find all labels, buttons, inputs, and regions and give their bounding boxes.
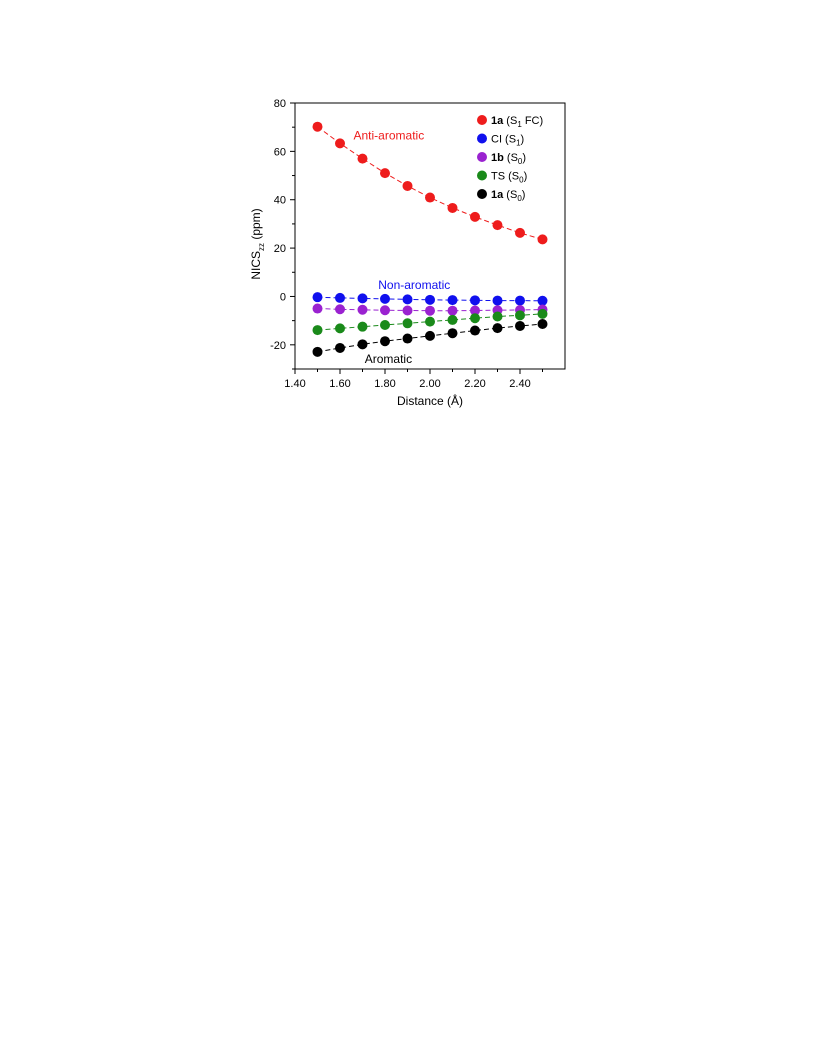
series-4 (312, 319, 548, 357)
data-point (537, 234, 548, 245)
data-point (515, 227, 525, 238)
data-point (312, 292, 323, 303)
legend-label: 1b (S0) (491, 152, 526, 166)
x-axis-label: Distance (Å) (397, 393, 463, 408)
annotation-label: Anti-aromatic (354, 128, 425, 142)
y-tick-label: 80 (274, 98, 286, 110)
data-point (447, 328, 458, 339)
data-point (380, 293, 390, 304)
x-tick-label: 2.40 (509, 378, 530, 390)
series-1 (312, 292, 548, 306)
y-tick-label: -20 (270, 340, 286, 352)
data-point (425, 294, 435, 305)
data-point (470, 295, 480, 306)
y-tick-label: 20 (274, 243, 286, 255)
data-point (470, 305, 480, 316)
data-point (537, 308, 548, 319)
axes: 1.40 1.60 1.80 2.00 2.20 2.40 -20 0 20 40 60 80 Dist… (249, 98, 566, 408)
data-point (312, 121, 323, 132)
data-point (335, 304, 345, 315)
data-point (357, 293, 368, 304)
data-point (425, 316, 435, 327)
data-point (335, 323, 345, 334)
legend-marker (477, 133, 487, 144)
data-point (380, 319, 390, 330)
data-point (357, 304, 368, 315)
data-point (492, 295, 503, 306)
legend-label: CI (S1) (491, 134, 524, 148)
data-point (515, 310, 525, 321)
data-point (425, 330, 435, 341)
annotation-label: Aromatic (365, 352, 412, 366)
data-point (402, 180, 413, 191)
data-point (425, 192, 435, 203)
x-tick-label: 1.60 (329, 378, 350, 390)
legend-marker (477, 115, 487, 125)
annotations: Anti-aromatic Non-aromatic Aromatic (354, 128, 451, 366)
x-tick-label: 2.20 (464, 378, 485, 390)
y-axis-label: NICSzz (ppm) (249, 208, 266, 279)
annotation-label: Non-aromatic (378, 278, 450, 292)
data-point (335, 292, 345, 303)
y-tick-label: 40 (274, 195, 286, 207)
data-point (357, 339, 368, 350)
data-point (537, 295, 548, 306)
data-point (492, 323, 503, 334)
data-point (312, 325, 323, 336)
data-point (402, 305, 413, 316)
x-tick-label: 1.40 (284, 378, 305, 390)
legend-label: 1a (S0) (491, 189, 525, 203)
data-point (492, 311, 503, 322)
legend-label: TS (S0) (491, 171, 527, 185)
y-tick-label: 60 (274, 146, 286, 158)
legend-marker (477, 170, 487, 181)
series-0 (312, 121, 548, 245)
data-point (515, 295, 525, 306)
y-tick-label: 0 (280, 291, 286, 303)
data-point (357, 153, 368, 164)
data-point (357, 321, 368, 332)
data-point (470, 313, 480, 324)
data-point (492, 220, 503, 231)
data-point (515, 320, 525, 331)
legend-marker (477, 189, 487, 199)
data-point (402, 333, 413, 344)
data-point (312, 303, 323, 314)
series-2 (312, 303, 548, 316)
data-point (402, 318, 413, 329)
data-point (402, 294, 413, 305)
data-point (312, 346, 323, 357)
data-point (447, 314, 458, 325)
x-tick-label: 1.80 (374, 378, 395, 390)
data-point (380, 168, 390, 179)
legend-label: 1a (S1 FC) (491, 115, 543, 129)
data-point (447, 295, 458, 306)
data-point (537, 319, 548, 330)
legend-marker (477, 152, 487, 162)
series-3 (312, 308, 548, 336)
legend: 1a (S1 FC) CI (S1) 1b (S0) TS (S0) 1a (S0) (477, 115, 543, 203)
data-point (380, 336, 390, 347)
data-point (470, 211, 480, 222)
data-point (335, 138, 345, 149)
data-point (447, 305, 458, 316)
series-layer (312, 121, 548, 357)
data-point (425, 305, 435, 316)
data-point (447, 202, 458, 213)
data-point (335, 342, 345, 353)
data-point (470, 325, 480, 336)
data-point (380, 305, 390, 316)
x-tick-label: 2.00 (419, 378, 440, 390)
